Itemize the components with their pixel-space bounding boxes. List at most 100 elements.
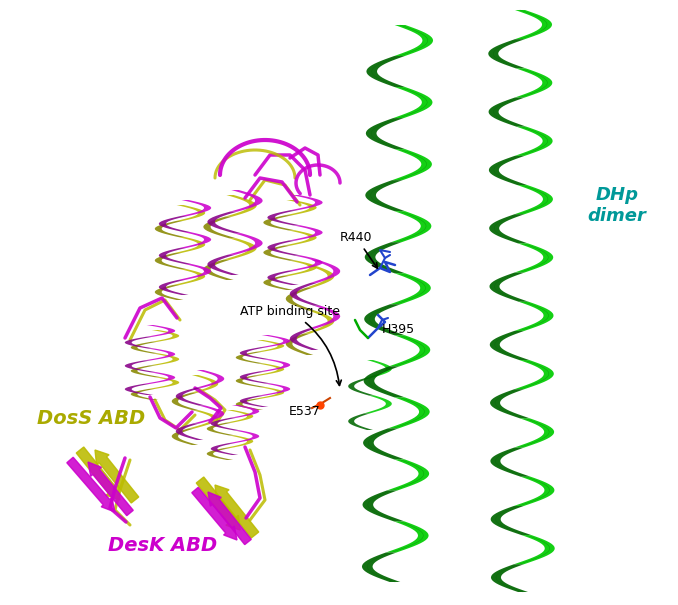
Polygon shape — [285, 200, 317, 215]
Polygon shape — [159, 248, 192, 264]
Polygon shape — [514, 419, 554, 448]
FancyArrow shape — [215, 485, 259, 538]
Polygon shape — [490, 273, 529, 302]
Polygon shape — [389, 335, 431, 367]
FancyArrow shape — [88, 462, 134, 515]
Polygon shape — [225, 195, 257, 217]
Polygon shape — [290, 329, 319, 350]
FancyArrow shape — [67, 457, 115, 512]
Polygon shape — [224, 436, 254, 448]
Polygon shape — [514, 360, 554, 389]
Polygon shape — [282, 261, 317, 276]
Polygon shape — [290, 283, 321, 306]
Text: E537: E537 — [289, 405, 321, 418]
Polygon shape — [179, 232, 212, 248]
Polygon shape — [254, 364, 284, 375]
Polygon shape — [311, 260, 340, 283]
Polygon shape — [308, 306, 340, 329]
Polygon shape — [125, 384, 153, 395]
FancyArrow shape — [76, 447, 120, 500]
Polygon shape — [515, 126, 553, 156]
Polygon shape — [188, 411, 218, 428]
Polygon shape — [391, 211, 431, 242]
Polygon shape — [211, 417, 241, 430]
Polygon shape — [287, 256, 323, 271]
Polygon shape — [366, 118, 405, 149]
Polygon shape — [387, 459, 429, 491]
Polygon shape — [253, 387, 284, 399]
Polygon shape — [348, 378, 375, 396]
Polygon shape — [285, 288, 315, 311]
Polygon shape — [226, 410, 254, 423]
Polygon shape — [388, 397, 430, 428]
Polygon shape — [365, 180, 405, 211]
Polygon shape — [207, 448, 233, 460]
Polygon shape — [364, 396, 392, 413]
Polygon shape — [236, 352, 265, 364]
Polygon shape — [191, 375, 218, 393]
Polygon shape — [285, 333, 313, 355]
Polygon shape — [488, 39, 525, 68]
Polygon shape — [303, 311, 334, 333]
Polygon shape — [240, 371, 271, 384]
Polygon shape — [176, 205, 205, 221]
Polygon shape — [203, 260, 234, 280]
Polygon shape — [155, 285, 184, 300]
Polygon shape — [159, 216, 190, 232]
Polygon shape — [231, 405, 259, 417]
Polygon shape — [228, 430, 259, 443]
Polygon shape — [515, 68, 553, 97]
Polygon shape — [131, 365, 161, 377]
Polygon shape — [148, 377, 179, 389]
Polygon shape — [363, 428, 405, 459]
Polygon shape — [306, 265, 334, 288]
Polygon shape — [131, 389, 158, 400]
Polygon shape — [240, 347, 270, 359]
Polygon shape — [125, 361, 157, 372]
Polygon shape — [515, 302, 553, 331]
Polygon shape — [489, 156, 527, 185]
Polygon shape — [362, 552, 400, 582]
Polygon shape — [290, 195, 323, 210]
Polygon shape — [125, 337, 155, 348]
Polygon shape — [173, 269, 205, 285]
Polygon shape — [240, 396, 268, 407]
Polygon shape — [393, 87, 433, 118]
Polygon shape — [515, 185, 553, 214]
Polygon shape — [258, 384, 290, 396]
Polygon shape — [490, 448, 531, 477]
FancyArrow shape — [192, 487, 237, 540]
Polygon shape — [230, 190, 262, 212]
Polygon shape — [193, 405, 224, 424]
Polygon shape — [490, 214, 528, 243]
Text: H395: H395 — [382, 323, 415, 336]
Polygon shape — [172, 428, 198, 445]
Polygon shape — [514, 535, 555, 564]
Polygon shape — [267, 210, 300, 225]
Polygon shape — [149, 353, 179, 365]
Polygon shape — [366, 360, 392, 378]
Polygon shape — [267, 241, 302, 256]
Polygon shape — [155, 253, 186, 269]
Polygon shape — [176, 424, 203, 440]
Polygon shape — [144, 348, 176, 361]
Polygon shape — [146, 325, 175, 337]
Polygon shape — [236, 375, 266, 387]
Polygon shape — [289, 225, 323, 241]
Polygon shape — [131, 342, 160, 353]
Polygon shape — [491, 506, 532, 535]
Polygon shape — [514, 477, 555, 506]
Polygon shape — [172, 393, 200, 411]
Polygon shape — [263, 215, 295, 231]
Polygon shape — [363, 491, 405, 522]
Polygon shape — [263, 246, 297, 261]
Polygon shape — [207, 423, 235, 436]
Text: R440: R440 — [340, 231, 378, 268]
Polygon shape — [491, 564, 528, 592]
Polygon shape — [159, 280, 188, 295]
Polygon shape — [207, 255, 239, 275]
Polygon shape — [490, 389, 530, 419]
Polygon shape — [489, 97, 526, 126]
Polygon shape — [227, 233, 262, 255]
Polygon shape — [366, 56, 405, 87]
